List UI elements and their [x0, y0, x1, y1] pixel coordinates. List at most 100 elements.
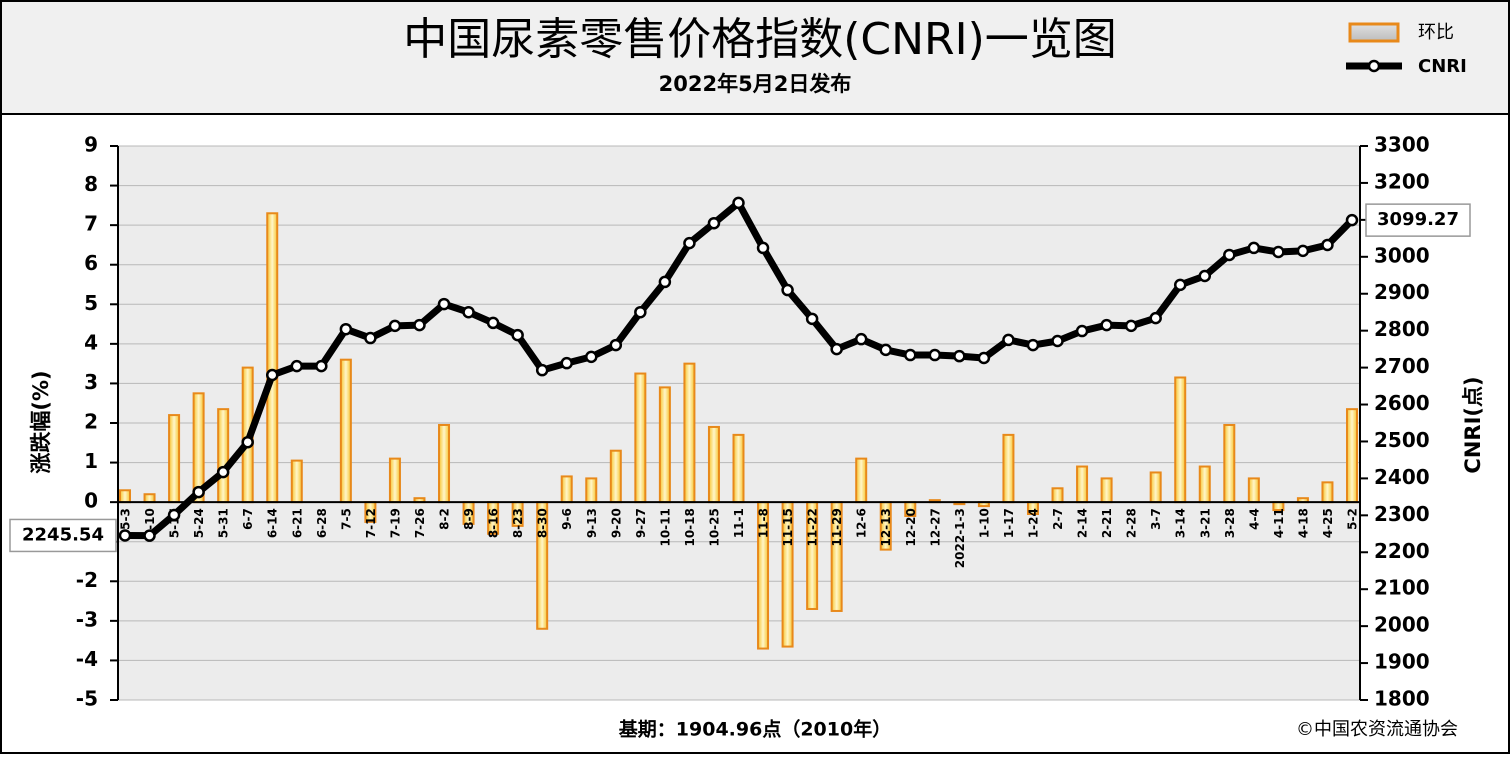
bar — [1076, 465, 1089, 504]
x-tick-label: 9-13 — [585, 508, 599, 538]
y-axis-title: 涨跌幅(%) — [29, 370, 53, 473]
bar — [634, 372, 647, 504]
cnri-marker — [1296, 244, 1310, 258]
value-label-box — [1365, 203, 1471, 237]
y2-tick-label: 1800 — [1374, 687, 1430, 711]
cnri-marker — [879, 343, 892, 357]
x-tick-label: 3-7 — [1149, 508, 1163, 530]
y-tick-label: 7 — [84, 212, 98, 236]
y2-tick-label: 3200 — [1374, 169, 1430, 193]
x-tick-label: 2-28 — [1125, 508, 1139, 538]
cnri-marker — [339, 322, 353, 336]
cnri-marker — [265, 368, 279, 382]
y-tick-label: 6 — [84, 251, 98, 275]
cnri-marker — [118, 529, 132, 542]
y-tick-label: -3 — [76, 607, 98, 631]
x-tick-label: 2-7 — [1051, 508, 1065, 530]
cnri-marker — [535, 363, 549, 377]
cnri-marker — [1247, 241, 1261, 255]
cnri-marker — [462, 305, 475, 319]
y2-tick-label: 2400 — [1374, 465, 1430, 489]
x-tick-label: 11-22 — [806, 508, 820, 546]
x-tick-label: 9-6 — [560, 508, 574, 530]
x-tick-label: 8-2 — [438, 508, 452, 530]
x-tick-label: 5-3 — [119, 508, 133, 530]
y-tick-label: 5 — [84, 291, 98, 315]
y-tick-label: 4 — [84, 330, 98, 354]
y2-tick-label: 2200 — [1374, 539, 1430, 563]
x-tick-label: 10-25 — [707, 508, 721, 546]
x-tick-label: 8-16 — [487, 508, 501, 538]
cnri-marker — [756, 241, 770, 255]
cnri-marker — [1321, 238, 1334, 252]
x-tick-label: 12-13 — [879, 508, 893, 546]
x-tick-label: 3-21 — [1198, 508, 1212, 538]
bar — [217, 408, 230, 504]
cnri-marker — [634, 305, 647, 319]
cnri-marker — [1272, 245, 1285, 259]
y2-tick-label: 2500 — [1374, 428, 1430, 452]
x-tick-label: 7-26 — [413, 508, 427, 538]
bar — [560, 475, 573, 504]
bar — [266, 212, 279, 504]
bar — [707, 425, 720, 504]
cnri-marker — [143, 529, 156, 542]
cnri-marker — [1223, 248, 1236, 262]
cnri-marker — [609, 338, 623, 352]
cnri-marker — [1075, 324, 1089, 338]
x-tick-label: 1-17 — [1002, 508, 1016, 538]
cnri-marker — [511, 328, 524, 342]
y2-tick-label: 3000 — [1374, 243, 1430, 267]
cnri-marker — [388, 319, 402, 333]
cnri-marker — [437, 297, 451, 311]
y-tick-label: 3 — [84, 370, 98, 394]
bar — [1346, 408, 1358, 504]
legend-swatch — [1348, 22, 1400, 43]
x-tick-label: 7-5 — [339, 508, 353, 530]
x-tick-label: 2-21 — [1100, 508, 1114, 538]
cnri-marker — [192, 485, 205, 499]
cnri-marker — [486, 316, 500, 330]
source: ©中国农资流通协会 — [1296, 719, 1458, 740]
cnri-marker — [904, 348, 917, 362]
bar — [1198, 465, 1211, 504]
y2-tick-label: 3300 — [1374, 133, 1430, 157]
cnri-marker — [781, 283, 794, 297]
cnri-marker — [928, 348, 942, 362]
cnri-marker — [585, 350, 598, 364]
x-tick-label: 11-15 — [781, 508, 795, 546]
value-label-box — [9, 518, 117, 553]
y-tick-label: 0 — [84, 489, 98, 513]
x-tick-label: 6-21 — [290, 508, 304, 538]
y2-tick-label: 2900 — [1374, 280, 1430, 304]
x-tick-label: 5-31 — [217, 508, 231, 538]
bar — [388, 457, 401, 504]
cnri-marker — [658, 275, 672, 289]
x-tick-label: 7-12 — [364, 508, 378, 538]
bar — [732, 433, 745, 504]
cnri-marker — [413, 318, 426, 332]
cnri-marker — [1198, 269, 1212, 283]
bar — [609, 449, 622, 504]
bar — [438, 423, 451, 504]
cnri-marker — [1051, 334, 1064, 348]
cnri-marker — [830, 342, 843, 356]
bar — [1247, 477, 1260, 504]
x-tick-label: 7-19 — [388, 508, 402, 538]
x-tick-label: 3-14 — [1174, 508, 1188, 538]
x-tick-label: 2-14 — [1076, 508, 1090, 538]
cnri-marker — [805, 312, 819, 326]
chart-title: 中国尿素零售价格指数(CNRI)一览图 — [403, 14, 1117, 65]
x-tick-label: 9-27 — [634, 508, 648, 538]
x-tick-label: 1-24 — [1026, 508, 1040, 538]
cnri-marker — [1100, 318, 1113, 332]
y2-axis-title: CNRI(点) — [1461, 376, 1485, 473]
cnri-marker — [364, 331, 377, 345]
cnri-marker — [732, 196, 745, 210]
x-tick-label: 12-27 — [928, 508, 942, 546]
y-tick-label: -4 — [76, 647, 98, 671]
x-tick-label: 6-7 — [241, 508, 255, 530]
x-tick-label: 3-28 — [1223, 508, 1237, 538]
x-tick-label: 12-6 — [855, 508, 869, 538]
cnri-marker — [1124, 319, 1138, 333]
